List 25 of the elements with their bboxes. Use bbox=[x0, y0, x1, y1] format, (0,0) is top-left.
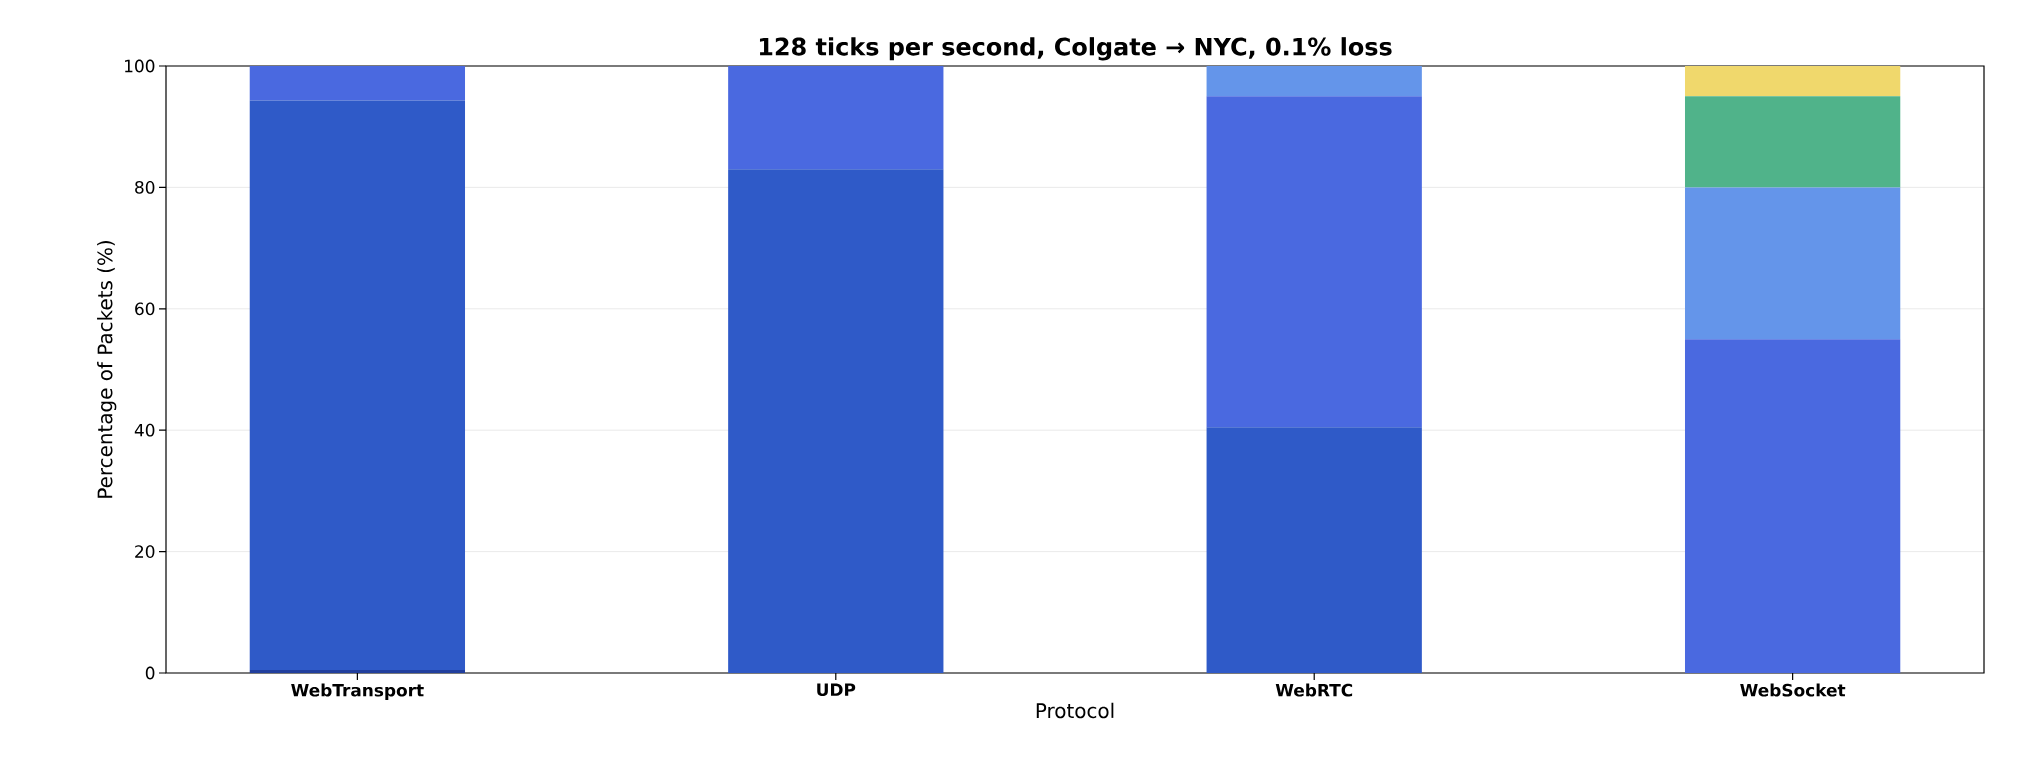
bar bbox=[728, 169, 944, 673]
bar bbox=[1684, 187, 1901, 340]
bar bbox=[728, 65, 944, 170]
bar bbox=[249, 100, 466, 670]
bar bbox=[1206, 65, 1422, 97]
y-tick-label: 20 bbox=[135, 545, 155, 558]
bar bbox=[249, 669, 466, 673]
bar bbox=[1206, 427, 1422, 673]
bar bbox=[1684, 96, 1901, 188]
y-axis-title: Percentage of Packets (%) bbox=[97, 241, 117, 498]
y-tick-label: 100 bbox=[125, 59, 155, 73]
y-tick-label: 0 bbox=[145, 666, 155, 680]
bar bbox=[1206, 96, 1422, 428]
x-tick-label: WebRTC bbox=[1275, 683, 1353, 697]
y-tick-label: 60 bbox=[135, 302, 155, 316]
bar bbox=[1684, 339, 1901, 673]
x-tick-label: WebSocket bbox=[1740, 683, 1846, 697]
x-axis-title: Protocol bbox=[1036, 702, 1114, 719]
y-tick-label: 80 bbox=[135, 180, 155, 194]
y-tick-label: 40 bbox=[134, 423, 155, 437]
x-tick-label: WebTransport bbox=[291, 683, 424, 700]
bar bbox=[1684, 65, 1901, 97]
chart-title: 128 ticks per second, Colgate → NYC, 0.1% loss bbox=[759, 37, 1392, 61]
x-tick-label: UDP bbox=[817, 683, 856, 697]
bar bbox=[249, 65, 466, 101]
